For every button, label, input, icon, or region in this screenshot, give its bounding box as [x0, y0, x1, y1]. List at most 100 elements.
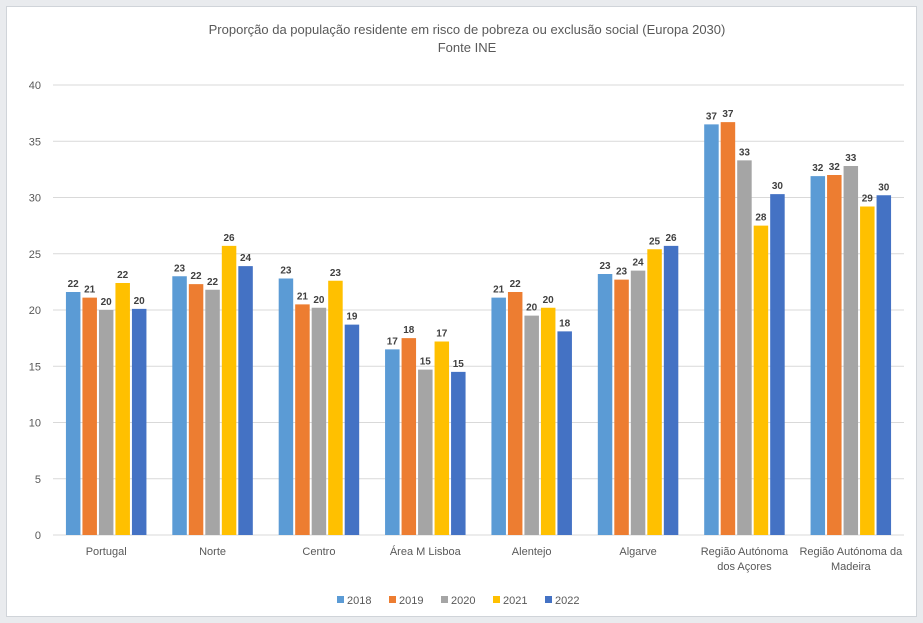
- bar-2019: [614, 279, 629, 535]
- y-tick-label: 30: [29, 193, 41, 205]
- data-label: 22: [510, 279, 522, 290]
- data-label: 17: [436, 329, 448, 340]
- data-label: 33: [845, 153, 857, 164]
- bar-2018: [172, 276, 187, 535]
- data-label: 26: [666, 233, 678, 244]
- bar-2020: [98, 310, 114, 535]
- data-label: 22: [117, 270, 129, 281]
- bar-2021: [540, 307, 556, 535]
- bar-2019: [507, 292, 523, 535]
- bar-2020: [205, 289, 220, 535]
- legend-swatch-2021: [493, 596, 500, 603]
- data-label: 24: [633, 258, 645, 269]
- legend-label: 2022: [555, 595, 579, 607]
- data-label: 18: [559, 318, 571, 329]
- chart-title-line: Fonte INE: [438, 40, 497, 55]
- bar-2022: [344, 324, 360, 535]
- data-label: 23: [174, 263, 186, 274]
- x-category-label: Região Autónoma da: [799, 546, 903, 558]
- chart-frame: Proporção da população residente em risc…: [6, 6, 917, 617]
- data-label: 37: [722, 109, 734, 120]
- y-tick-label: 0: [35, 530, 41, 542]
- data-label: 15: [420, 357, 432, 368]
- data-label: 21: [297, 291, 309, 302]
- bar-2020: [524, 315, 539, 535]
- bar-2021: [115, 283, 130, 535]
- bar-2022: [770, 194, 785, 535]
- data-label: 23: [280, 266, 292, 277]
- data-label: 24: [240, 253, 252, 264]
- bar-2022: [663, 245, 679, 535]
- x-category-label: Área M Lisboa: [390, 545, 462, 558]
- x-category-label: Portugal: [86, 546, 127, 558]
- x-category-label: Alentejo: [512, 546, 552, 558]
- bar-2022: [876, 195, 892, 535]
- data-label: 17: [387, 336, 399, 347]
- bar-2019: [295, 304, 310, 535]
- data-label: 19: [346, 312, 358, 323]
- y-tick-label: 40: [29, 80, 41, 92]
- data-label: 30: [878, 182, 890, 193]
- data-label: 37: [706, 111, 718, 122]
- data-label: 21: [84, 285, 96, 296]
- data-labels: 22 21 20 22 20 23 22 22 26 24 23 21 20 23 19 17 18 15 17 15…: [68, 109, 890, 370]
- bar-2022: [238, 266, 253, 535]
- data-label: 25: [649, 236, 661, 247]
- legend-swatch-2019: [389, 596, 396, 603]
- bar-2018: [278, 278, 294, 535]
- data-label: 21: [493, 285, 505, 296]
- bar-2020: [630, 270, 646, 535]
- legend-label: 2019: [399, 595, 423, 607]
- bar-2022: [131, 308, 147, 535]
- legend-label: 2020: [451, 595, 475, 607]
- x-category-label: dos Açores: [717, 561, 772, 573]
- bar-2018: [810, 176, 826, 535]
- data-label: 20: [101, 297, 113, 308]
- data-label: 28: [755, 213, 767, 224]
- data-label: 20: [134, 296, 146, 307]
- data-label: 20: [313, 295, 325, 306]
- data-label: 22: [191, 271, 203, 282]
- x-category-label: Algarve: [619, 546, 656, 558]
- bar-2021: [647, 249, 662, 535]
- legend-label: 2021: [503, 595, 527, 607]
- x-category-label: Madeira: [831, 561, 872, 573]
- data-label: 20: [543, 295, 555, 306]
- bar-2018: [704, 124, 719, 535]
- legend-swatch-2018: [337, 596, 344, 603]
- y-axis-ticks: 0 5 10 15 20 25 30 35 40: [29, 80, 41, 542]
- data-label: 20: [526, 303, 538, 314]
- data-label: 23: [330, 268, 342, 279]
- bar-2018: [65, 292, 81, 535]
- data-label: 23: [616, 267, 628, 278]
- bar-2021: [753, 225, 769, 535]
- x-category-label: Norte: [199, 546, 226, 558]
- data-label: 30: [772, 181, 784, 192]
- x-category-label: Centro: [302, 546, 335, 558]
- bar-2019: [827, 175, 842, 535]
- data-label: 18: [403, 325, 415, 336]
- bar-2021: [434, 341, 450, 535]
- bars: [65, 122, 892, 535]
- chart-title: Proporção da população residente em risc…: [209, 22, 726, 55]
- bar-2018: [491, 297, 506, 535]
- bar-2021: [328, 280, 343, 535]
- data-label: 15: [453, 359, 465, 370]
- bar-2021: [860, 206, 875, 535]
- y-tick-label: 20: [29, 305, 41, 317]
- data-label: 33: [739, 147, 751, 158]
- data-label: 32: [812, 163, 824, 174]
- data-label: 22: [207, 277, 219, 288]
- legend-swatch-2020: [441, 596, 448, 603]
- bar-2022: [451, 371, 466, 535]
- bar-2019: [188, 284, 204, 535]
- bar-2018: [385, 349, 400, 535]
- bar-2019: [82, 297, 97, 535]
- legend-label: 2018: [347, 595, 371, 607]
- y-tick-label: 35: [29, 136, 41, 148]
- x-category-label: Região Autónoma: [701, 546, 789, 558]
- bar-2019: [720, 122, 736, 535]
- bar-2018: [597, 274, 613, 535]
- bar-chart: Proporção da população residente em risc…: [29, 22, 904, 607]
- bar-2021: [221, 245, 237, 535]
